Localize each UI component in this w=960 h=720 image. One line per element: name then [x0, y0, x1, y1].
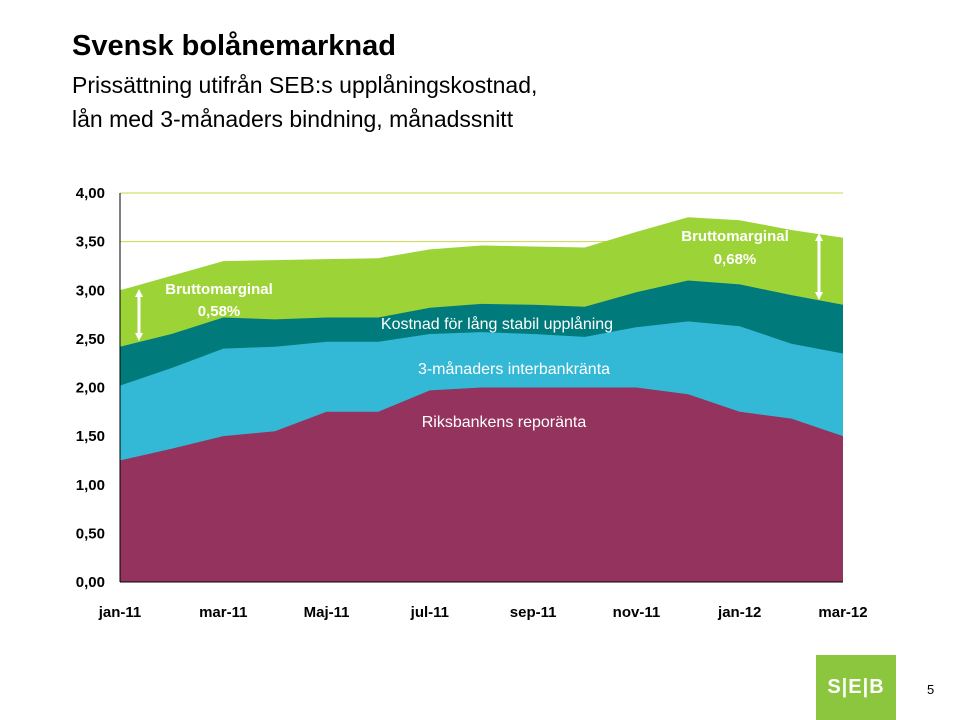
page-number: 5	[927, 682, 935, 697]
y-tick-label: 2,50	[76, 331, 105, 348]
seb-logo: S|E|B	[816, 655, 896, 720]
series-label-repo: Riksbankens reporänta	[422, 414, 587, 431]
x-axis-tick-labels: jan-11 mar-11 Maj-11 jul-11 sep-11 nov-11 jan-…	[98, 604, 868, 621]
y-tick-label: 1,00	[76, 477, 105, 494]
y-axis-tick-labels: 0,00 0,50 1,00 1,50 2,00 2,50 3,00 3,50 4,00	[76, 185, 105, 591]
area-series	[120, 217, 843, 583]
stacked-area-chart: 0,00 0,50 1,00 1,50 2,00 2,50 3,00 3,50 4,00 jan…	[76, 185, 868, 621]
x-tick-label: sep-11	[510, 604, 557, 621]
page-title: Svensk bolånemarknad	[72, 30, 396, 62]
y-tick-label: 0,00	[76, 574, 105, 591]
x-tick-label: Maj-11	[304, 604, 350, 621]
series-label-long-funding: Kostnad för lång stabil upplåning	[381, 315, 613, 333]
x-tick-label: jan-12	[717, 604, 761, 621]
y-tick-label: 1,50	[76, 428, 105, 445]
y-tick-label: 3,00	[76, 282, 105, 299]
x-tick-label: mar-11	[199, 604, 247, 621]
margin-annotation-right-title: Bruttomarginal	[681, 228, 789, 245]
margin-annotation-left-value: 0,58%	[198, 303, 241, 320]
x-tick-label: jan-11	[98, 604, 142, 621]
area-repo	[120, 387, 843, 582]
series-label-interbank: 3-månaders interbankränta	[418, 360, 610, 378]
margin-annotation-left-title: Bruttomarginal	[165, 281, 273, 298]
seb-logo-text: S|E|B	[827, 676, 885, 698]
page-subtitle-line1: Prissättning utifrån SEB:s upplåningskos…	[72, 72, 538, 98]
x-tick-label: jul-11	[410, 604, 449, 621]
y-tick-label: 3,50	[76, 234, 105, 251]
page-subtitle-line2: lån med 3-månaders bindning, månadssnitt	[72, 106, 514, 132]
y-tick-label: 0,50	[76, 525, 105, 542]
x-tick-label: nov-11	[613, 604, 661, 621]
y-tick-label: 4,00	[76, 185, 105, 202]
x-tick-label: mar-12	[818, 604, 867, 621]
y-tick-label: 2,00	[76, 380, 105, 397]
margin-annotation-right-value: 0,68%	[714, 251, 757, 268]
